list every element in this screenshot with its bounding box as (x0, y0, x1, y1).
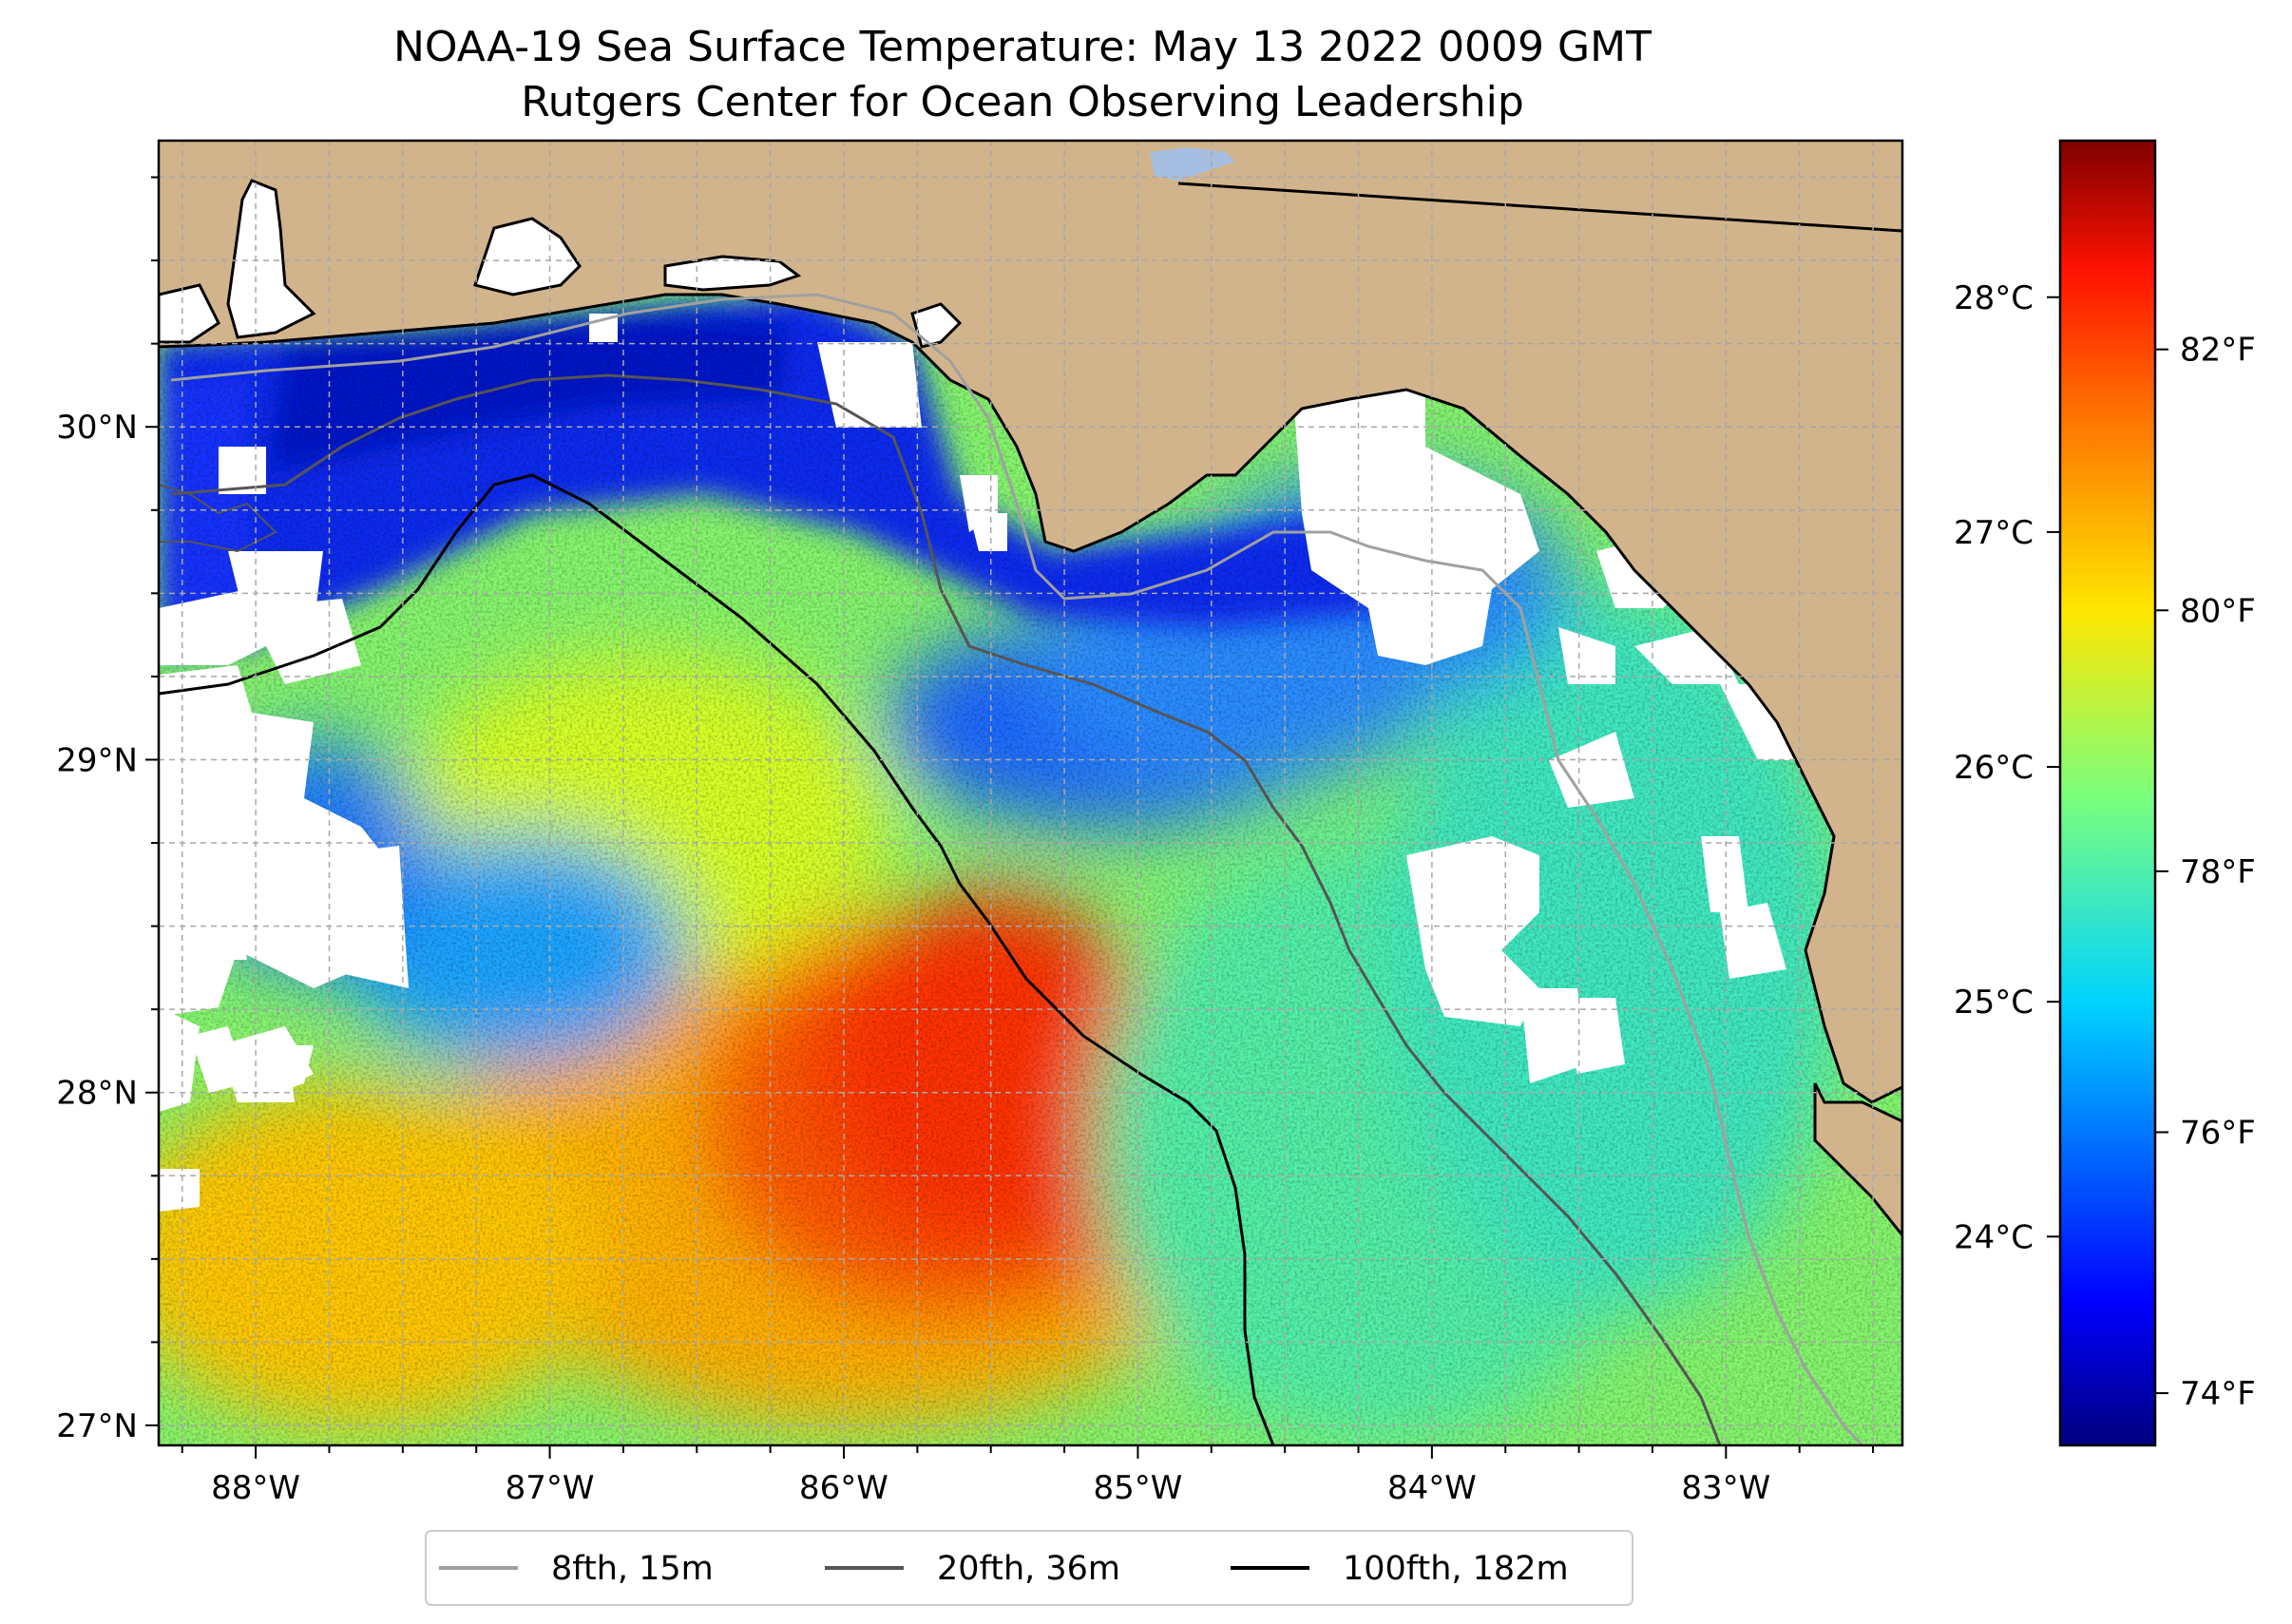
inland-bays (159, 179, 963, 349)
colorbar-celsius-axis: 24°C 25°C 26°C 27°C 28°C (1954, 279, 2060, 1256)
lat-tick-label: 30°N (56, 409, 138, 447)
map-frame (157, 139, 1904, 1447)
cbar-f-tick-label: 76°F (2180, 1114, 2256, 1152)
legend-label-8fth: 8fth, 15m (551, 1550, 714, 1588)
legend-box (425, 1530, 1633, 1606)
cbar-f-tick-label: 78°F (2180, 853, 2256, 891)
legend: 8fth, 15m 20fth, 36m 100fth, 182m (425, 1530, 1633, 1606)
state-boundary (1177, 182, 1902, 233)
isobath-8fth (170, 293, 1864, 1445)
legend-label-100fth: 100fth, 182m (1343, 1550, 1569, 1588)
lon-tick-label: 86°W (799, 1469, 888, 1507)
cbar-c-tick-label: 26°C (1954, 749, 2034, 787)
land (159, 141, 1902, 1238)
lon-tick-label: 88°W (211, 1469, 300, 1507)
isobath-20fth (170, 373, 1722, 1445)
legend-label-20fth: 20fth, 36m (937, 1550, 1120, 1588)
figure-title-line1: NOAA-19 Sea Surface Temperature: May 13 … (393, 23, 1652, 71)
coastal-detail (159, 483, 277, 553)
lon-tick-label: 87°W (506, 1469, 595, 1507)
lon-tick-label: 85°W (1094, 1469, 1183, 1507)
cbar-c-tick-label: 24°C (1954, 1218, 2034, 1256)
cbar-c-tick-label: 25°C (1954, 984, 2034, 1022)
cbar-f-tick-label: 82°F (2180, 332, 2256, 370)
lon-tick-label: 84°W (1387, 1469, 1477, 1507)
figure-title-line2: Rutgers Center for Ocean Observing Leade… (521, 78, 1524, 126)
map-panel (159, 141, 1902, 1445)
colorbar: 24°C 25°C 26°C 27°C 28°C 74°F 76°F 78°F 80°F 82°… (1954, 139, 2256, 1447)
colorbar-fahrenheit-axis: 74°F 76°F 78°F 80°F 82°F (2155, 332, 2256, 1413)
cbar-c-tick-label: 28°C (1954, 279, 2034, 317)
lat-tick-label: 27°N (56, 1407, 138, 1445)
cbar-f-tick-label: 74°F (2180, 1375, 2256, 1413)
cbar-f-tick-label: 80°F (2180, 592, 2256, 630)
isobaths (159, 293, 1864, 1445)
lon-tick-label: 83°W (1681, 1469, 1770, 1507)
colorbar-gradient (2058, 139, 2157, 1447)
isobath-100fth (159, 473, 1275, 1445)
latitude-axis: 27°N 28°N 29°N 30°N (56, 176, 159, 1445)
lake (1150, 147, 1235, 181)
cbar-c-tick-label: 27°C (1954, 514, 2034, 552)
longitude-axis: 88°W 87°W 86°W 85°W 84°W 83°W (181, 1445, 1875, 1507)
lat-tick-label: 28°N (56, 1075, 138, 1113)
lat-tick-label: 29°N (56, 741, 138, 779)
grid (159, 141, 1902, 1445)
